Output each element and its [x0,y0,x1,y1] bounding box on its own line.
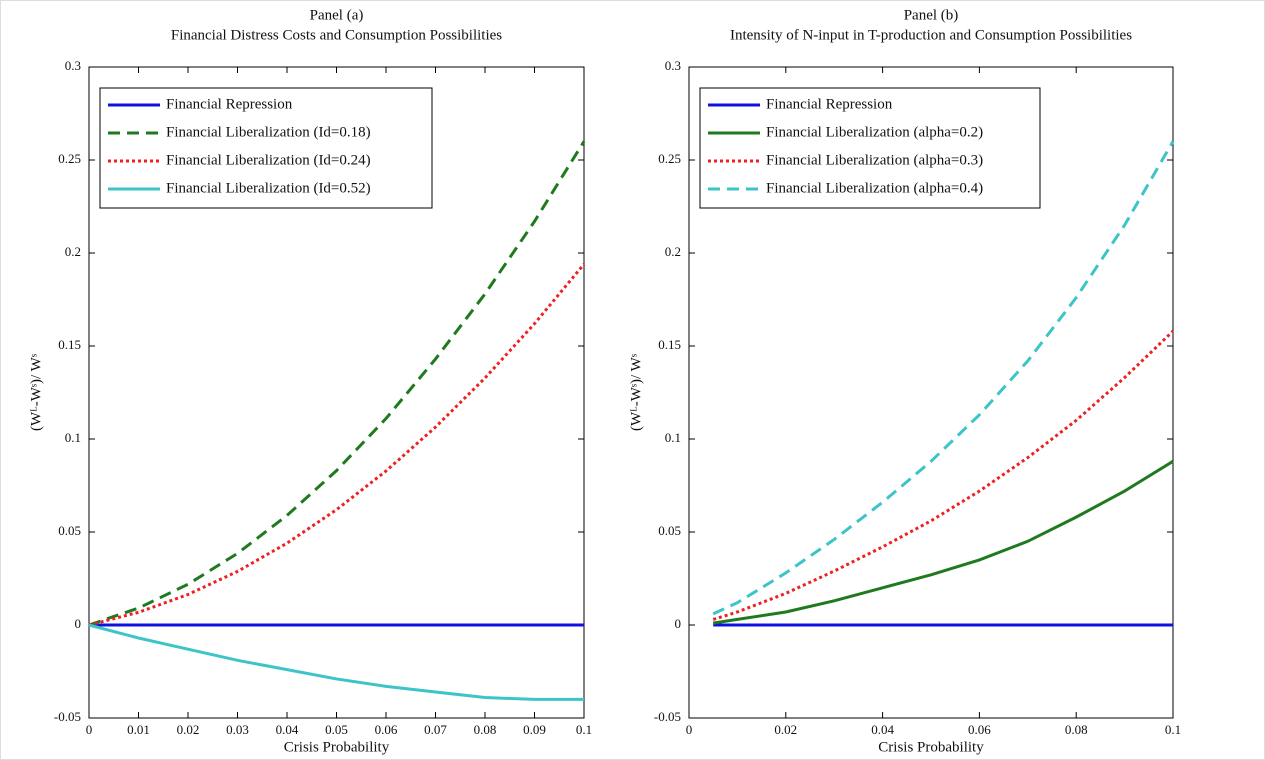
x-tick-label: 0.09 [523,722,546,737]
x-tick-label: 0.06 [968,722,991,737]
y-tick-label: 0.15 [658,337,681,352]
series-line [712,140,1175,616]
y-tick-label: 0.05 [58,523,81,538]
x-tick-label: 0.03 [226,722,249,737]
series-line [88,623,584,701]
legend-label: Financial Repression [766,96,893,112]
y-tick-label: 0.25 [58,151,81,166]
x-tick-label: 0.08 [474,722,497,737]
legend-label: Financial Liberalization (Id=0.24) [166,152,371,168]
x-tick-label: 0.05 [325,722,348,737]
chart-subtitle: Financial Distress Costs and Consumption… [171,27,502,43]
x-tick-label: 0.08 [1065,722,1088,737]
y-tick-label: 0.1 [65,430,81,445]
x-tick-label: 0 [686,722,693,737]
legend-label: Financial Liberalization (alpha=0.3) [766,152,983,168]
y-axis-label: (Wᴸ-Wˢ)/ Wˢ [28,354,44,431]
y-tick-label: 0.3 [65,58,81,73]
y-tick-label: 0 [75,616,82,631]
x-axis-label: Crisis Probability [878,739,984,755]
y-tick-label: 0 [675,616,682,631]
x-tick-label: 0.04 [276,722,299,737]
y-tick-label: 0.2 [65,244,81,259]
x-tick-label: 0.1 [1165,722,1181,737]
x-tick-label: 0.04 [871,722,894,737]
chart-title: Panel (b) [904,7,959,23]
x-axis-label: Crisis Probability [284,739,390,755]
legend-label: Financial Liberalization (alpha=0.2) [766,124,983,140]
y-tick-label: 0.3 [665,58,681,73]
y-tick-label: 0.1 [665,430,681,445]
y-tick-label: -0.05 [54,709,81,724]
series-line [88,140,586,627]
x-tick-label: 0.06 [375,722,398,737]
x-tick-label: 0.1 [576,722,592,737]
series-line [712,460,1174,625]
x-tick-label: 0.07 [424,722,447,737]
y-tick-label: -0.05 [654,709,681,724]
legend-label: Financial Repression [166,96,293,112]
chart-title: Panel (a) [310,7,364,23]
y-tick-label: 0.05 [658,523,681,538]
chart-subtitle: Intensity of N-input in T-production and… [730,27,1132,43]
legend-label: Financial Liberalization (Id=0.18) [166,124,371,140]
x-tick-label: 0.02 [774,722,797,737]
x-tick-label: 0.01 [127,722,150,737]
y-axis-label: (Wᴸ-Wˢ)/ Wˢ [628,354,644,431]
legend-label: Financial Liberalization (Id=0.52) [166,180,371,196]
series-line [88,263,586,627]
y-tick-label: 0.2 [665,244,681,259]
y-tick-label: 0.25 [658,151,681,166]
y-tick-label: 0.15 [58,337,81,352]
legend-label: Financial Liberalization (alpha=0.4) [766,180,983,196]
x-tick-label: 0.02 [177,722,200,737]
x-tick-label: 0 [86,722,93,737]
